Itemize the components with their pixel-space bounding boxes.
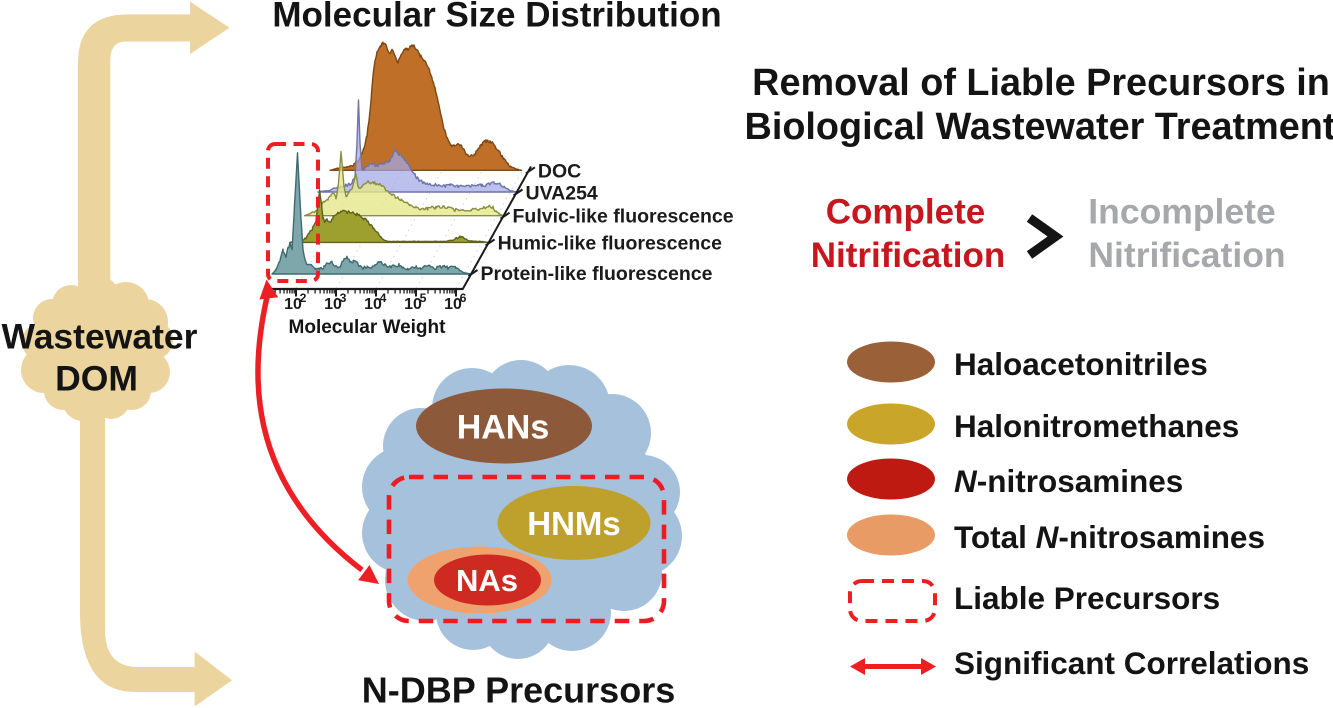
svg-text:HANs: HANs [457,409,550,447]
svg-text:10: 10 [444,296,462,313]
svg-text:10: 10 [284,296,302,313]
svg-text:Molecular Weight: Molecular Weight [289,317,447,338]
svg-text:10: 10 [324,296,342,313]
svg-text:N-nitrosamines: N-nitrosamines [954,463,1183,499]
svg-text:Significant Correlations: Significant Correlations [954,645,1309,681]
svg-text:HNMs: HNMs [527,505,621,542]
svg-text:Liable Precursors: Liable Precursors [954,580,1220,616]
svg-text:Complete: Complete [826,193,985,232]
svg-text:Total N-nitrosamines: Total N-nitrosamines [954,519,1265,555]
svg-text:6: 6 [460,291,467,305]
svg-text:Molecular Size Distribution: Molecular Size Distribution [272,0,721,35]
svg-text:NAs: NAs [456,563,518,598]
svg-text:Halonitromethanes: Halonitromethanes [954,408,1239,444]
svg-text:Incomplete: Incomplete [1088,192,1275,232]
svg-text:DOC: DOC [538,160,581,182]
svg-text:3: 3 [340,291,347,305]
svg-text:4: 4 [380,291,387,305]
svg-text:Nitrification: Nitrification [1088,235,1285,275]
svg-text:Protein-like fluorescence: Protein-like fluorescence [481,263,713,285]
svg-text:N-DBP Precursors: N-DBP Precursors [362,670,675,708]
svg-text:Fulvic-like fluorescence: Fulvic-like fluorescence [513,206,734,228]
svg-text:Wastewater: Wastewater [2,317,198,357]
svg-text:Haloacetonitriles: Haloacetonitriles [954,346,1208,382]
svg-text:Humic-like fluorescence: Humic-like fluorescence [498,232,722,254]
svg-text:UVA254: UVA254 [526,183,598,205]
svg-text:Biological Wastewater Treatmen: Biological Wastewater Treatment [745,106,1333,148]
svg-text:Nitrification: Nitrification [811,236,1005,275]
svg-text:Removal of Liable Precursors i: Removal of Liable Precursors in [752,62,1330,104]
svg-text:DOM: DOM [55,359,138,399]
svg-text:2: 2 [300,291,307,305]
svg-text:10: 10 [404,296,422,313]
svg-text:5: 5 [420,291,427,305]
svg-text:10: 10 [364,296,382,313]
